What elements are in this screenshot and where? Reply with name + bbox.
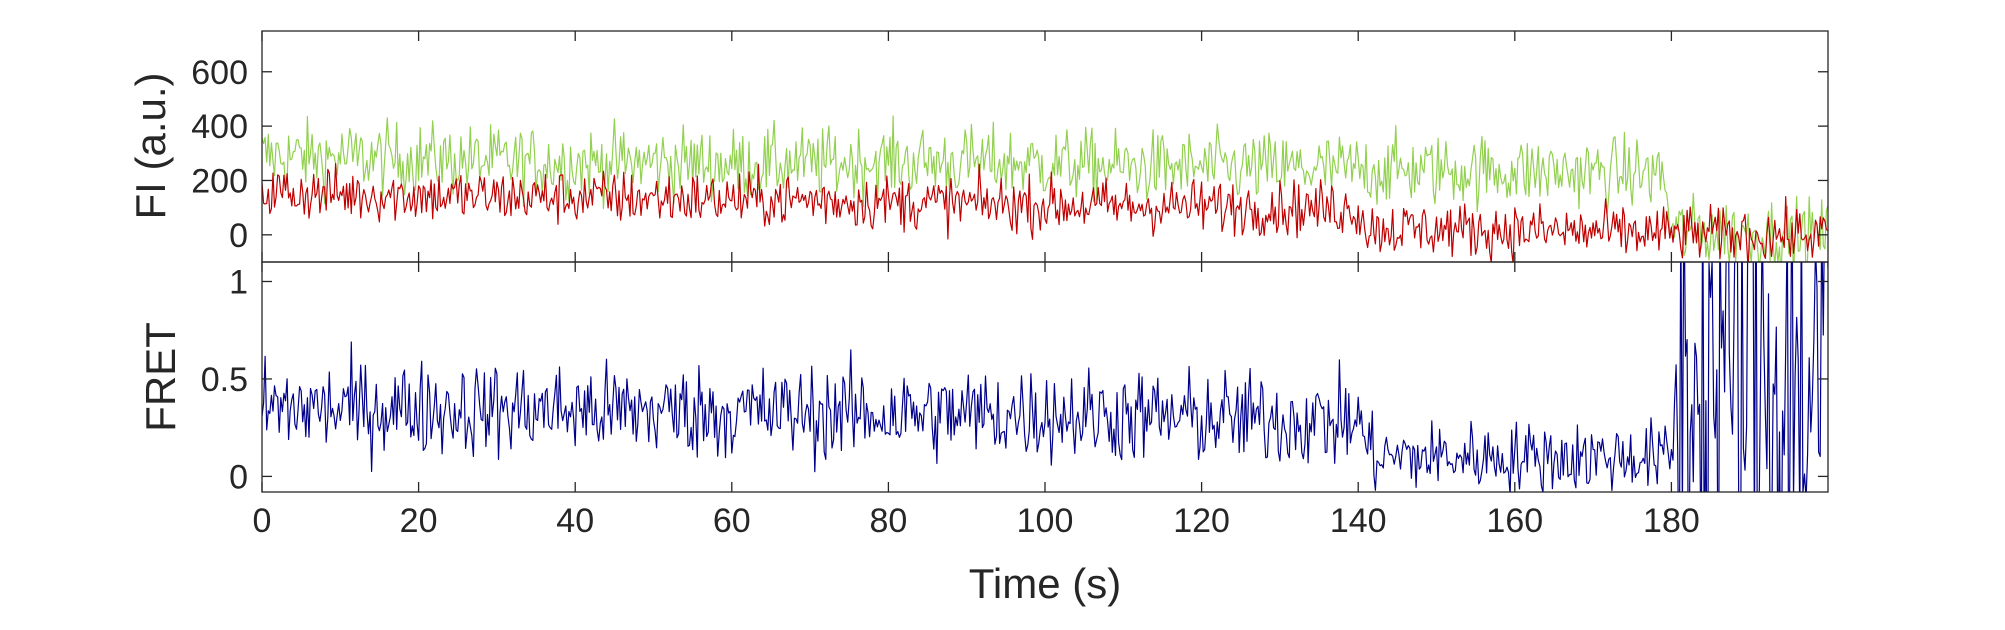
fluorescence-panel: 0 200 400 600 bbox=[191, 30, 1829, 263]
top-series-1-line bbox=[262, 163, 1828, 262]
x-tick-label: 100 bbox=[1017, 502, 1074, 540]
bottom-y-tick-label: 0.5 bbox=[201, 361, 248, 399]
x-tick-label: 140 bbox=[1330, 502, 1387, 540]
top-y-tick-label: 400 bbox=[191, 108, 248, 146]
x-tick-label: 40 bbox=[556, 502, 594, 540]
top-y-tick-label: 200 bbox=[191, 162, 248, 200]
top-y-tick-label: 0 bbox=[229, 217, 248, 255]
x-tick-label: 60 bbox=[713, 502, 751, 540]
x-tick-label: 80 bbox=[869, 502, 907, 540]
x-tick-label: 120 bbox=[1173, 502, 1230, 540]
bottom-y-tick-label: 1 bbox=[229, 263, 248, 301]
top-y-axis-label: FI (a.u.) bbox=[127, 72, 174, 219]
bottom-y-tick-label: 0 bbox=[229, 458, 248, 496]
bottom-series-0-line bbox=[262, 262, 1828, 492]
fret-panel: 0 20 40 60 80 100 120 140 160 180 0 0.5 1 bbox=[201, 261, 1829, 540]
x-axis-label: Time (s) bbox=[969, 560, 1121, 607]
top-series-0-line bbox=[262, 115, 1828, 262]
x-tick-label: 160 bbox=[1486, 502, 1543, 540]
x-tick-label: 180 bbox=[1643, 502, 1700, 540]
bottom-y-axis-label: FRET bbox=[137, 322, 184, 432]
x-tick-label: 0 bbox=[253, 502, 272, 540]
top-y-tick-label: 600 bbox=[191, 54, 248, 92]
x-tick-label: 20 bbox=[400, 502, 438, 540]
